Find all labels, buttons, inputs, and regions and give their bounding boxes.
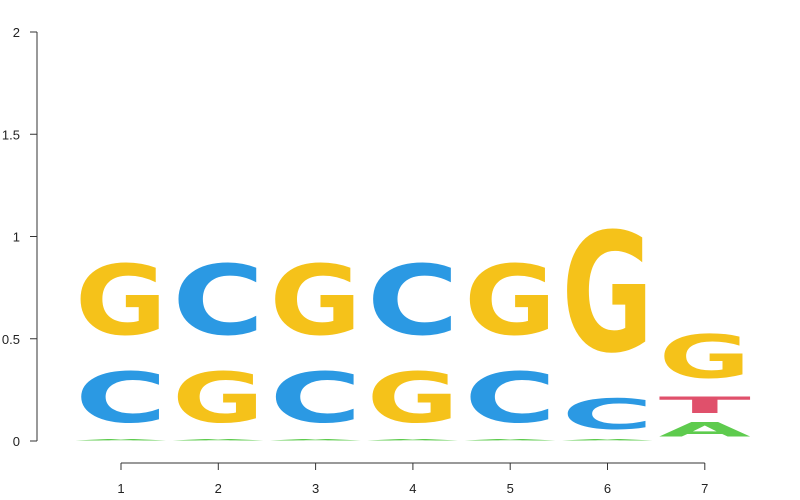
y-tick-label: 0.5 bbox=[2, 332, 20, 347]
y-tick-label: 0 bbox=[13, 434, 20, 449]
logo-letter-g: G bbox=[75, 245, 167, 357]
letter-stack: AGC bbox=[367, 245, 459, 441]
logo-letter-g: G bbox=[172, 358, 264, 440]
logo-letter-a: A bbox=[75, 439, 167, 441]
logo-letter-t: T bbox=[659, 392, 751, 419]
logo-letter-c: C bbox=[172, 245, 264, 357]
logo-letter-g: G bbox=[562, 199, 654, 391]
y-tick-label: 2 bbox=[13, 25, 20, 40]
logo-letter-c: C bbox=[75, 357, 167, 438]
logo-letter-a: A bbox=[270, 439, 362, 441]
logo-letter-c: C bbox=[270, 357, 362, 438]
logo-letter-g: G bbox=[659, 323, 751, 392]
x-tick-label: 6 bbox=[604, 481, 611, 496]
letter-stack: ACG bbox=[270, 245, 362, 441]
logo-letter-a: A bbox=[172, 439, 264, 441]
logo-letter-a: A bbox=[659, 419, 751, 441]
x-tick-label: 3 bbox=[312, 481, 319, 496]
x-tick-label: 2 bbox=[215, 481, 222, 496]
logo-letter-g: G bbox=[367, 358, 459, 440]
logo-letter-a: A bbox=[562, 439, 654, 441]
letter-stack: ATG bbox=[659, 323, 751, 441]
x-tick-label: 5 bbox=[507, 481, 514, 496]
letter-stack: ACG bbox=[75, 245, 167, 441]
logo-letter-a: A bbox=[464, 439, 556, 441]
x-tick-label: 1 bbox=[117, 481, 124, 496]
logo-letter-c: C bbox=[562, 390, 654, 439]
y-tick-label: 1 bbox=[13, 230, 20, 245]
letter-stack: ACG bbox=[562, 199, 654, 441]
logo-letter-c: C bbox=[367, 245, 459, 357]
letter-stack: ACG bbox=[464, 245, 556, 441]
logo-letter-g: G bbox=[464, 245, 556, 357]
y-axis: 0 0.5 1 1.5 2 bbox=[2, 25, 38, 449]
logo-letter-a: A bbox=[367, 439, 459, 441]
x-axis: 1 2 3 4 5 6 7 bbox=[117, 462, 708, 496]
letter-stack: AGC bbox=[172, 245, 264, 441]
y-tick-label: 1.5 bbox=[2, 127, 20, 142]
logo-letter-g: G bbox=[270, 245, 362, 357]
x-tick-label: 7 bbox=[701, 481, 708, 496]
logo-letter-c: C bbox=[464, 357, 556, 438]
x-tick-label: 4 bbox=[409, 481, 416, 496]
